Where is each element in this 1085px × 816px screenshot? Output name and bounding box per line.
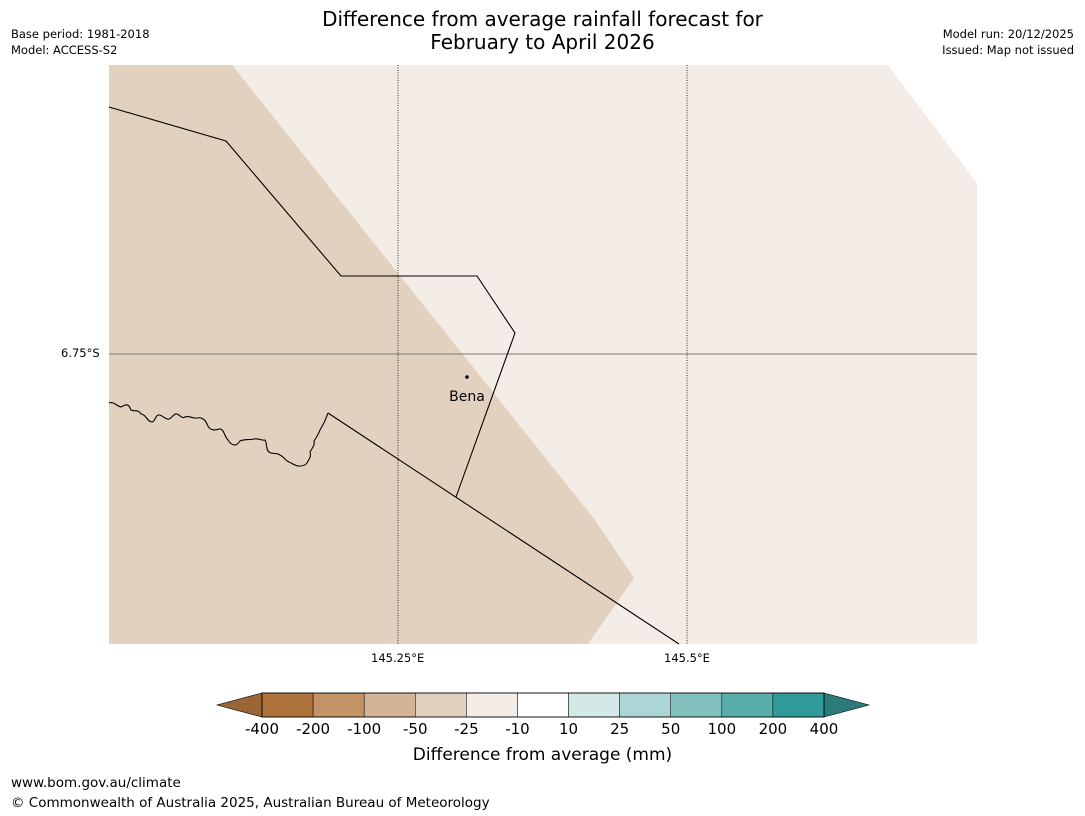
model-name: Model: ACCESS-S2	[11, 43, 118, 57]
colorbar-tick-label: 10	[558, 720, 579, 738]
colorbar-tick-label: 100	[707, 720, 737, 738]
map-title-line-1: Difference from average rainfall forecas…	[322, 7, 763, 31]
base-period: Base period: 1981-2018	[11, 27, 150, 41]
issued-status: Issued: Map not issued	[942, 43, 1074, 57]
footer-url[interactable]: www.bom.gov.au/climate	[11, 775, 181, 791]
colorbar-segment	[517, 692, 569, 718]
colorbar-tick-label: -25	[454, 720, 479, 738]
colorbar-segment	[415, 692, 467, 718]
colorbar-frame	[261, 692, 825, 718]
colorbar-tick-label: 25	[610, 720, 630, 738]
colorbar-extend-low	[215, 692, 263, 718]
colorbar-segment	[619, 692, 671, 718]
colorbar-tick-label: -400	[244, 720, 280, 738]
colorbar-tick-label: 400	[809, 720, 839, 738]
colorbar-segment	[772, 692, 825, 718]
district-boundary-south	[327, 412, 680, 645]
district-boundary-north	[108, 106, 516, 498]
colorbar-segment	[466, 692, 518, 718]
place-label: Bena	[449, 389, 485, 405]
colorbar-segment	[721, 692, 774, 718]
colorbar-segment	[568, 692, 620, 718]
river-line	[108, 402, 329, 467]
place-marker[interactable]	[465, 375, 469, 379]
lon-label-145-5: 145.5°E	[664, 651, 710, 665]
colorbar	[215, 692, 871, 718]
map-title-line-2: February to April 2026	[430, 30, 655, 54]
colorbar-tick-label: -10	[505, 720, 530, 738]
colorbar-tick-label: -100	[347, 720, 382, 738]
colorbar-tick-label: 50	[661, 720, 681, 738]
colorbar-tick-label: 200	[758, 720, 788, 738]
model-run: Model run: 20/12/2025	[942, 27, 1074, 41]
colorbar-segment	[261, 692, 314, 718]
footer-copyright: © Commonwealth of Australia 2025, Austra…	[11, 795, 490, 811]
lat-label: 6.75°S	[61, 346, 100, 360]
colorbar-segment	[312, 692, 365, 718]
lon-label-145-25: 145.25°E	[371, 651, 425, 665]
colorbar-title: Difference from average (mm)	[412, 745, 673, 765]
colorbar-tick-label: -50	[403, 720, 428, 738]
colorbar-segment	[363, 692, 416, 718]
colorbar-extend-high	[823, 692, 871, 718]
colorbar-segment	[670, 692, 723, 718]
colorbar-tick-label: -200	[296, 720, 331, 738]
